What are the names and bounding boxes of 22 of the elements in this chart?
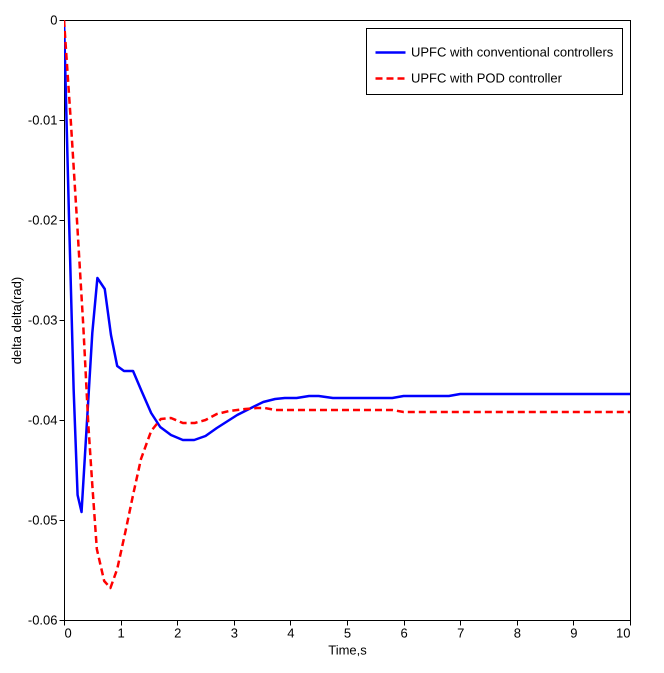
x-tick-label: 5 xyxy=(344,626,352,640)
x-tick-label: 4 xyxy=(287,626,295,640)
y-tick-label: -0.01 xyxy=(28,112,58,128)
legend-label: UPFC with POD controller xyxy=(411,70,563,86)
y-tick-label: -0.04 xyxy=(28,412,58,428)
x-tick-label: 7 xyxy=(457,626,464,640)
x-tick-label: 0 xyxy=(64,626,72,640)
x-tick-label: 3 xyxy=(230,626,238,640)
x-tick-label: 10 xyxy=(616,626,630,640)
x-tick-label: 6 xyxy=(400,626,408,640)
y-tick-label: -0.05 xyxy=(28,512,58,528)
x-tick-label: 9 xyxy=(570,626,578,640)
y-tick-label: 0 xyxy=(50,12,58,28)
x-tick-label: 8 xyxy=(514,626,521,640)
x-axis-title: Time,s xyxy=(328,642,368,658)
y-axis-title: delta delta(rad) xyxy=(8,276,24,364)
legend-label: UPFC with conventional controllers xyxy=(411,44,614,60)
x-tick-label: 1 xyxy=(117,626,125,640)
x-tick-label: 2 xyxy=(174,626,182,640)
y-tick-label: -0.03 xyxy=(28,312,58,328)
y-tick-label: -0.06 xyxy=(28,612,58,628)
y-tick-label: -0.02 xyxy=(28,212,58,228)
